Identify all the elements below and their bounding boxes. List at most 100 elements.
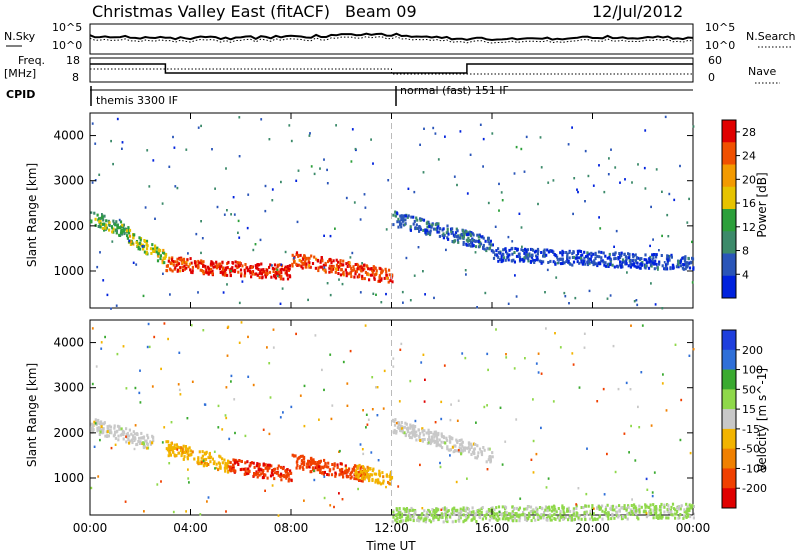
data-cell [247,375,250,378]
data-cell [240,272,243,276]
data-cell [489,243,492,247]
data-cell [223,213,226,216]
data-cell [205,464,208,467]
data-cell [421,438,424,441]
data-cell [407,187,410,190]
data-cell [212,262,215,266]
data-cell [259,238,262,242]
data-cell [377,459,380,462]
data-cell [252,248,255,252]
data-cell [163,426,166,429]
data-cell [394,418,397,422]
data-cell [640,371,643,374]
data-cell [211,457,214,461]
data-cell [253,465,256,469]
data-cell [592,184,595,187]
data-cell [638,510,641,514]
data-cell [687,507,691,511]
data-cell [572,250,575,254]
data-cell [439,461,441,465]
data-cell [654,511,657,515]
data-cell [323,268,326,272]
data-cell [305,265,308,269]
data-cell [234,264,237,268]
data-cell [352,265,355,269]
data-cell [459,130,462,133]
data-cell [495,328,497,331]
data-cell [183,264,186,268]
data-cell [477,510,480,514]
data-cell [186,258,189,262]
data-cell [536,252,539,256]
data-cell [238,155,241,158]
data-cell [492,250,495,254]
data-cell [599,262,602,266]
data-cell [428,438,431,442]
data-cell [404,510,407,514]
data-cell [604,261,607,265]
data-cell [247,193,250,196]
data-cell [218,262,221,266]
data-cell [359,443,362,446]
data-cell [299,465,302,468]
data-cell [515,514,518,518]
data-cell [468,447,471,451]
data-cell [169,444,172,448]
data-cell [144,206,147,209]
data-cell [472,442,475,446]
data-cell [523,513,527,517]
data-cell [392,430,395,434]
data-cell [436,230,439,234]
data-cell [615,514,618,518]
data-cell [649,512,652,515]
data-cell [637,256,640,260]
data-cell [380,301,383,304]
data-cell [498,517,501,521]
data-cell [204,403,207,406]
data-cell [526,248,529,252]
data-cell [619,181,621,184]
data-cell [454,509,458,513]
data-cell [367,273,370,277]
data-cell [307,298,309,302]
data-cell [513,260,516,264]
data-cell [172,446,175,450]
data-cell [435,433,438,437]
data-cell [666,254,669,258]
data-cell [303,256,306,259]
data-cell [630,504,633,507]
data-cell [433,509,436,512]
data-cell [502,512,505,515]
data-cell [350,266,353,270]
data-cell [680,504,683,508]
data-cell [450,436,453,440]
data-cell [389,279,392,283]
data-cell [361,274,364,278]
data-cell [410,424,413,428]
data-cell [110,431,113,435]
data-cell [270,464,273,468]
data-cell [485,460,488,464]
data-cell [424,378,426,381]
data-cell [201,237,204,240]
data-cell [668,254,671,258]
data-cell [664,267,667,271]
data-cell [464,514,467,518]
data-cell [619,264,623,268]
data-cell [518,516,522,520]
data-cell [350,160,353,163]
data-cell [663,505,666,509]
data-cell [375,293,377,296]
data-cell [535,452,538,456]
data-cell [313,255,316,259]
data-cell [686,512,689,516]
data-cell [477,240,480,243]
data-cell [688,261,691,265]
data-cell [315,257,318,261]
data-cell [504,512,507,516]
data-cell [400,214,403,218]
data-cell [101,226,104,230]
data-cell [122,223,125,227]
data-cell [489,239,492,243]
data-cell [429,231,432,235]
